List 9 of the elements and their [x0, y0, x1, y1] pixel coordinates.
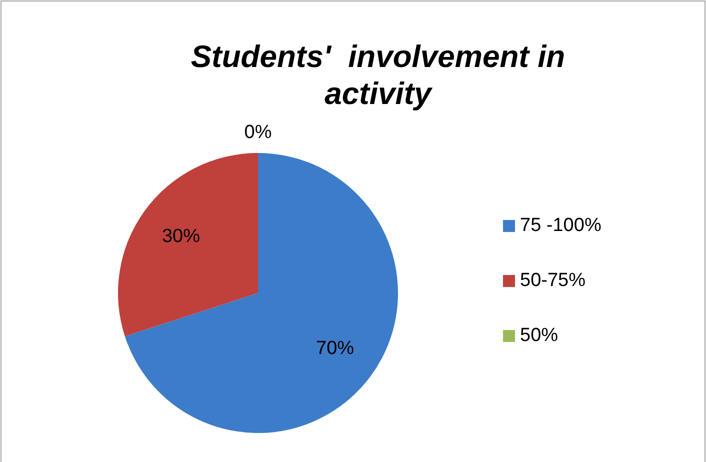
legend-label: 50-75% — [520, 270, 586, 292]
data-label: 70% — [316, 338, 354, 359]
legend-label: 75 -100% — [520, 215, 602, 236]
legend-label: 50% — [520, 325, 558, 346]
pie-slice — [118, 153, 258, 336]
chart-title: Students' involvement in activity — [190, 39, 566, 111]
text: 0% — [244, 122, 272, 144]
data-label: 30% — [162, 226, 200, 248]
pie-slice — [124, 153, 398, 433]
